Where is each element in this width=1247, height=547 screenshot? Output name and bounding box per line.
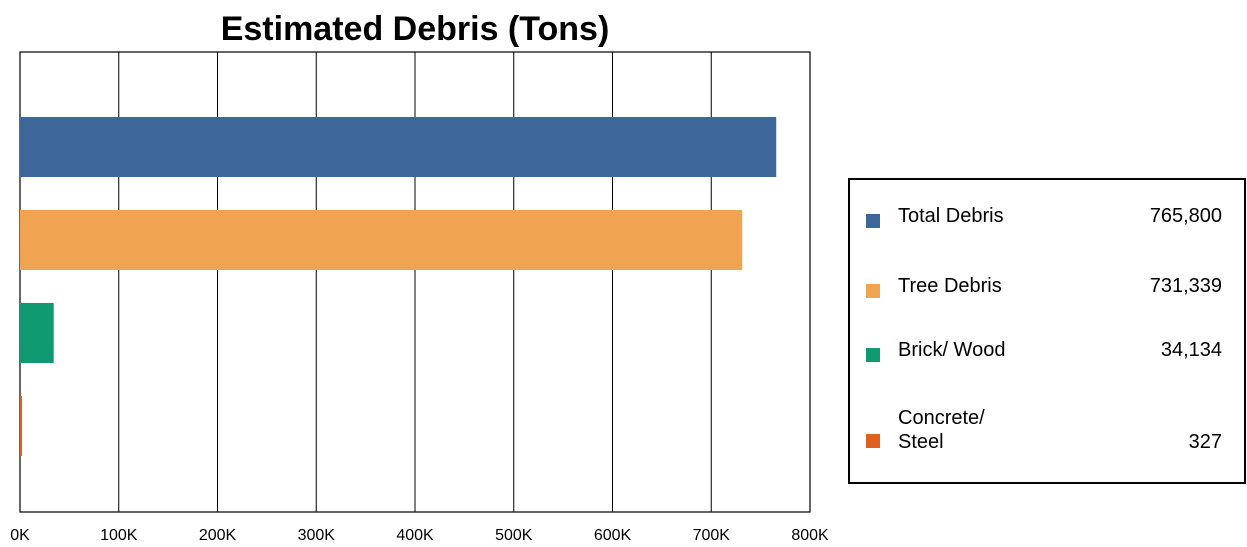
x-tick-label: 200K — [199, 527, 237, 544]
x-tick-label: 400K — [396, 527, 434, 544]
legend-value: 34,134 — [1160, 339, 1222, 361]
legend-swatch — [866, 348, 880, 362]
legend-label: Concrete/ Steel — [898, 407, 985, 453]
x-tick-label: 700K — [693, 527, 731, 544]
bar — [20, 117, 777, 177]
legend-value: 731,339 — [1149, 275, 1222, 297]
legend-label: Brick/ Wood — [898, 339, 1006, 361]
legend-swatch — [866, 434, 880, 448]
x-tick-label: 800K — [791, 527, 829, 544]
x-tick-label: 100K — [100, 527, 138, 544]
legend-item: Tree Debris 731,339 — [850, 274, 1244, 334]
legend: Total Debris 765,800 Tree Debris 731,339 Bri… — [848, 178, 1246, 484]
bar — [20, 210, 743, 270]
legend-item: Brick/ Wood 34,134 — [850, 338, 1244, 398]
legend-label: Total Debris — [898, 205, 1004, 227]
legend-value: 765,800 — [1149, 205, 1222, 227]
legend-swatch — [866, 214, 880, 228]
legend-label: Tree Debris — [898, 275, 1002, 297]
bar — [20, 303, 54, 363]
legend-item: Total Debris 765,800 — [850, 204, 1244, 264]
legend-swatch — [866, 284, 880, 298]
legend-value: 327 — [1188, 431, 1222, 453]
legend-item: Concrete/ Steel 327 — [850, 406, 1244, 466]
chart-title: Estimated Debris (Tons) — [220, 10, 610, 48]
x-tick-label: 500K — [495, 527, 533, 544]
bar — [20, 396, 22, 456]
x-tick-label: 300K — [298, 527, 336, 544]
x-tick-label: 600K — [594, 527, 632, 544]
bar-chart: 0K 100K 200K 300K 400K 500K 600K 700K 800K — [10, 51, 829, 544]
x-tick-label: 0K — [10, 527, 30, 544]
